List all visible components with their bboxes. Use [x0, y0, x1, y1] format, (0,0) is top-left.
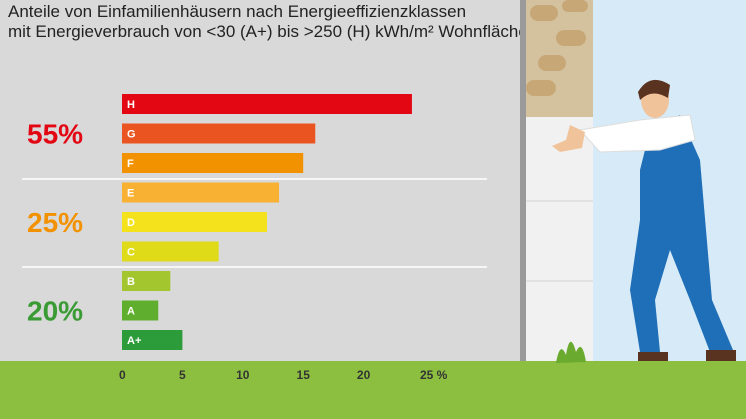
- bar-d: [122, 212, 267, 232]
- grass-tuft: [556, 341, 586, 363]
- bar-series: H G F E D C B A A+: [122, 94, 412, 350]
- group-share-label: 25%: [27, 207, 83, 238]
- bar-label: C: [127, 247, 135, 259]
- bar-label: A: [127, 306, 135, 318]
- x-tick-label: 15: [297, 368, 311, 382]
- worker-shoe: [638, 352, 668, 362]
- bar-b: [122, 271, 171, 291]
- x-tick-label: 5: [179, 368, 186, 382]
- bar-f: [122, 153, 304, 173]
- bar-label: A+: [127, 335, 141, 347]
- x-tick-label: 0: [119, 368, 126, 382]
- worker-overalls: [630, 115, 733, 352]
- x-axis-ticks: 0 5 10 15 20 25 %: [119, 368, 448, 382]
- bar-label: B: [127, 276, 135, 288]
- insulation-panel: [521, 117, 593, 363]
- x-tick-label: 25 %: [420, 368, 448, 382]
- bar-c: [122, 241, 219, 262]
- insulation-seam: [521, 200, 593, 202]
- bar-label: G: [127, 129, 136, 141]
- worker-hands: [552, 125, 585, 152]
- bar-label: F: [127, 158, 134, 170]
- wall-edge: [520, 0, 526, 363]
- chart-title-line-2: mit Energieverbrauch von <30 (A+) bis >2…: [8, 22, 599, 41]
- bar-label: E: [127, 188, 134, 200]
- bar-label: D: [127, 217, 135, 229]
- group-labels: 55% 25% 20%: [27, 119, 83, 327]
- group-share-label: 55%: [27, 119, 83, 150]
- bar-a: [122, 300, 159, 321]
- chart-title-line-1: Anteile von Einfamilienhäusern nach Ener…: [8, 2, 467, 21]
- brick-stone: [562, 0, 588, 12]
- bar-e: [122, 182, 280, 203]
- brick-stone: [556, 30, 586, 46]
- bar-label: H: [127, 99, 135, 111]
- x-tick-label: 20: [357, 368, 371, 382]
- insulation-seam: [521, 280, 593, 282]
- group-share-label: 20%: [27, 296, 83, 327]
- grass-ground: [0, 361, 746, 419]
- worker-arms-shirt: [579, 114, 696, 153]
- worker-hair: [638, 79, 670, 100]
- x-tick-label: 10: [236, 368, 250, 382]
- worker-shoe: [706, 350, 736, 361]
- brick-stone: [530, 5, 558, 21]
- bar-aplus: [122, 330, 183, 350]
- bar-h: [122, 94, 412, 114]
- worker-pushing-wall-illustration: [552, 79, 736, 362]
- brick-stone: [538, 55, 566, 71]
- brick-stone: [526, 80, 556, 96]
- bar-g: [122, 123, 316, 144]
